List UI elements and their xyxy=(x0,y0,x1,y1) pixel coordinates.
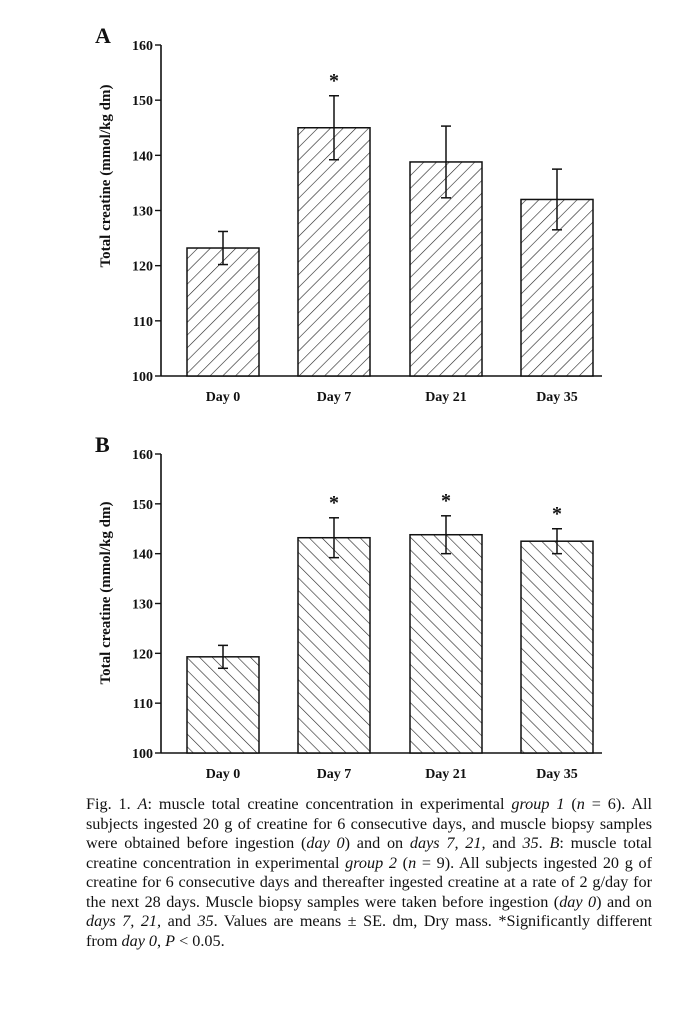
panel-a-ylabel: Total creatine (mmol/kg dm) xyxy=(98,85,114,268)
caption-segment: n xyxy=(576,795,585,813)
panel-b-ylabel: Total creatine (mmol/kg dm) xyxy=(98,502,114,685)
panel-a-category-label: Day 21 xyxy=(425,390,467,405)
panel-b-bar xyxy=(186,656,260,754)
caption-segment: ) and on xyxy=(596,892,652,911)
panel-b-category-label: Day 7 xyxy=(317,767,352,782)
caption-segment: 35 xyxy=(522,834,539,852)
caption-segment: days 7, 21, xyxy=(86,912,162,930)
caption-segment: : muscle total creatine concentration in… xyxy=(86,834,653,872)
caption-segment: . xyxy=(538,834,550,852)
caption-segment: day 0 xyxy=(559,892,597,911)
panel-b-y-tick-label: 110 xyxy=(133,697,153,712)
caption-segment: day 0 xyxy=(121,931,158,950)
panel-b-y-tick-label: 160 xyxy=(132,448,153,463)
caption-segment: = 9). All subjects ingested 20 g of crea… xyxy=(86,853,652,911)
panel-b-bar xyxy=(520,540,594,754)
panel-b-y-tick-label: 100 xyxy=(132,747,153,762)
panel-b-bar xyxy=(409,533,483,754)
panel-a-y-tick-label: 150 xyxy=(132,94,153,109)
panel-b-category-label: Day 21 xyxy=(425,767,467,782)
caption-segment: < 0.05. xyxy=(175,931,225,950)
panel-b-bar xyxy=(297,536,371,754)
caption-segment: group 1 xyxy=(511,795,565,813)
panel-a-category-label: Day 0 xyxy=(206,390,241,405)
panel-a-bar xyxy=(297,127,371,377)
caption-segment: . Values are means ± SE. dm, Dry mass. *… xyxy=(86,912,653,950)
panel-b-y-tick-label: 140 xyxy=(132,548,153,563)
panel-a-y-tick-label: 100 xyxy=(132,370,153,385)
caption-segment: ( xyxy=(397,853,409,872)
panel-a-category-label: Day 7 xyxy=(317,390,352,405)
panel-a-y-tick-label: 140 xyxy=(132,149,153,164)
panel-b-y-tick-label: 130 xyxy=(132,598,153,613)
caption-segment: ( xyxy=(564,795,577,813)
panel-a-chart: A Total creatine (mmol/kg dm) 100 110 120 1… xyxy=(95,23,602,405)
caption-segment: : muscle total creatine concentration in… xyxy=(147,795,512,813)
panel-b-y-tick-label: 150 xyxy=(132,498,153,513)
caption-segment: and xyxy=(485,834,523,852)
caption-segment: A xyxy=(137,795,148,813)
caption-segment: days 7, 21, xyxy=(409,834,486,852)
panel-a-letter: A xyxy=(95,23,111,48)
panel-a-bar xyxy=(186,247,260,377)
panel-a-significance-star: * xyxy=(329,70,339,92)
caption-segment: group 2 xyxy=(345,853,397,872)
figure: A Total creatine (mmol/kg dm) 100 110 120 1… xyxy=(95,23,602,782)
panel-a-y-tick-label: 110 xyxy=(133,315,153,330)
figure-caption: Fig. 1. A: muscle total creatine concent… xyxy=(86,795,652,951)
panel-b-category-label: Day 0 xyxy=(206,767,241,782)
caption-segment: , xyxy=(157,931,166,950)
panel-b-significance-star: * xyxy=(552,503,562,525)
panel-a-y-tick-label: 130 xyxy=(132,205,153,220)
panel-b-significance-star: * xyxy=(441,490,451,512)
panel-a-y-tick-label: 120 xyxy=(132,260,153,275)
panel-b-y-tick-label: 120 xyxy=(132,647,153,662)
caption-segment: B xyxy=(549,834,560,852)
panel-a-category-label: Day 35 xyxy=(536,390,578,405)
caption-segment: = 6). All subjects ingested 20 g of crea… xyxy=(86,795,652,852)
caption-segment: 35 xyxy=(197,912,214,930)
caption-segment: n xyxy=(408,853,417,872)
panel-b-category-label: Day 35 xyxy=(536,767,578,782)
caption-segment: P xyxy=(165,931,176,950)
caption-segment: ) and on xyxy=(344,834,410,852)
caption-segment: and xyxy=(161,912,198,930)
caption-segment: day 0 xyxy=(306,834,345,852)
panel-b-chart: B Total creatine (mmol/kg dm) 100 110 120 1… xyxy=(95,432,602,782)
panel-b-significance-star: * xyxy=(329,492,339,514)
panel-b-letter: B xyxy=(95,432,110,457)
caption-segment: Fig. 1. xyxy=(86,795,138,813)
panel-a-y-tick-label: 160 xyxy=(132,39,153,54)
